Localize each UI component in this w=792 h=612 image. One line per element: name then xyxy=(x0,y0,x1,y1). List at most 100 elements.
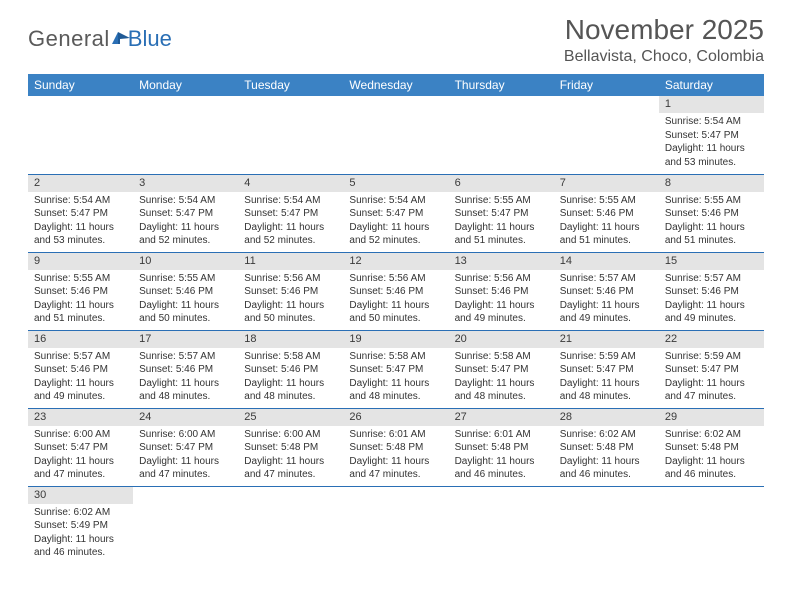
calendar-day-cell: 2Sunrise: 5:54 AMSunset: 5:47 PMDaylight… xyxy=(28,174,133,252)
sunset-text: Sunset: 5:46 PM xyxy=(34,363,127,377)
day-number: 30 xyxy=(28,487,133,504)
day-number: 16 xyxy=(28,331,133,348)
calendar-day-cell xyxy=(133,486,238,564)
daylight-text: Daylight: 11 hours and 53 minutes. xyxy=(34,221,127,248)
daylight-text: Daylight: 11 hours and 50 minutes. xyxy=(349,299,442,326)
weekday-heading: Saturday xyxy=(659,74,764,96)
day-info: Sunrise: 5:55 AMSunset: 5:47 PMDaylight:… xyxy=(449,192,554,250)
day-info: Sunrise: 5:54 AMSunset: 5:47 PMDaylight:… xyxy=(238,192,343,250)
day-info: Sunrise: 5:58 AMSunset: 5:47 PMDaylight:… xyxy=(449,348,554,406)
sunset-text: Sunset: 5:46 PM xyxy=(34,285,127,299)
daylight-text: Daylight: 11 hours and 49 minutes. xyxy=(455,299,548,326)
calendar-day-cell: 14Sunrise: 5:57 AMSunset: 5:46 PMDayligh… xyxy=(554,252,659,330)
day-number: 5 xyxy=(343,175,448,192)
sunrise-text: Sunrise: 5:55 AM xyxy=(139,272,232,286)
daylight-text: Daylight: 11 hours and 47 minutes. xyxy=(244,455,337,482)
daylight-text: Daylight: 11 hours and 49 minutes. xyxy=(665,299,758,326)
sunrise-text: Sunrise: 5:56 AM xyxy=(349,272,442,286)
day-info: Sunrise: 5:54 AMSunset: 5:47 PMDaylight:… xyxy=(343,192,448,250)
sunset-text: Sunset: 5:47 PM xyxy=(139,441,232,455)
day-info: Sunrise: 5:54 AMSunset: 5:47 PMDaylight:… xyxy=(133,192,238,250)
sunset-text: Sunset: 5:46 PM xyxy=(244,363,337,377)
day-number: 6 xyxy=(449,175,554,192)
sunrise-text: Sunrise: 6:01 AM xyxy=(349,428,442,442)
day-info: Sunrise: 5:58 AMSunset: 5:47 PMDaylight:… xyxy=(343,348,448,406)
daylight-text: Daylight: 11 hours and 51 minutes. xyxy=(34,299,127,326)
sunrise-text: Sunrise: 6:02 AM xyxy=(665,428,758,442)
day-info: Sunrise: 5:55 AMSunset: 5:46 PMDaylight:… xyxy=(554,192,659,250)
calendar-table: Sunday Monday Tuesday Wednesday Thursday… xyxy=(28,74,764,564)
sunrise-text: Sunrise: 5:54 AM xyxy=(139,194,232,208)
sunrise-text: Sunrise: 5:58 AM xyxy=(349,350,442,364)
sunrise-text: Sunrise: 5:54 AM xyxy=(665,115,758,129)
calendar-day-cell: 1Sunrise: 5:54 AMSunset: 5:47 PMDaylight… xyxy=(659,96,764,174)
calendar-day-cell xyxy=(449,96,554,174)
weekday-heading: Monday xyxy=(133,74,238,96)
sunset-text: Sunset: 5:48 PM xyxy=(665,441,758,455)
sunrise-text: Sunrise: 5:57 AM xyxy=(34,350,127,364)
sunrise-text: Sunrise: 5:56 AM xyxy=(244,272,337,286)
daylight-text: Daylight: 11 hours and 47 minutes. xyxy=(139,455,232,482)
day-number: 29 xyxy=(659,409,764,426)
sunset-text: Sunset: 5:48 PM xyxy=(560,441,653,455)
calendar-day-cell xyxy=(343,96,448,174)
daylight-text: Daylight: 11 hours and 48 minutes. xyxy=(560,377,653,404)
day-info: Sunrise: 6:02 AMSunset: 5:48 PMDaylight:… xyxy=(659,426,764,484)
calendar-day-cell: 5Sunrise: 5:54 AMSunset: 5:47 PMDaylight… xyxy=(343,174,448,252)
day-info: Sunrise: 5:57 AMSunset: 5:46 PMDaylight:… xyxy=(659,270,764,328)
calendar-day-cell: 27Sunrise: 6:01 AMSunset: 5:48 PMDayligh… xyxy=(449,408,554,486)
sunset-text: Sunset: 5:47 PM xyxy=(34,207,127,221)
sunrise-text: Sunrise: 5:55 AM xyxy=(455,194,548,208)
calendar-day-cell: 15Sunrise: 5:57 AMSunset: 5:46 PMDayligh… xyxy=(659,252,764,330)
daylight-text: Daylight: 11 hours and 51 minutes. xyxy=(665,221,758,248)
calendar-day-cell: 9 Sunrise: 5:55 AMSunset: 5:46 PMDaylight… xyxy=(28,252,133,330)
calendar-day-cell: 16Sunrise: 5:57 AMSunset: 5:46 PMDayligh… xyxy=(28,330,133,408)
day-info: Sunrise: 5:56 AMSunset: 5:46 PMDaylight:… xyxy=(343,270,448,328)
calendar-week-row: 30Sunrise: 6:02 AMSunset: 5:49 PMDayligh… xyxy=(28,486,764,564)
sunrise-text: Sunrise: 5:55 AM xyxy=(34,272,127,286)
sunrise-text: Sunrise: 5:57 AM xyxy=(665,272,758,286)
day-number: 22 xyxy=(659,331,764,348)
calendar-day-cell xyxy=(554,96,659,174)
day-info: Sunrise: 5:55 AMSunset: 5:46 PMDaylight:… xyxy=(133,270,238,328)
sunrise-text: Sunrise: 6:01 AM xyxy=(455,428,548,442)
calendar-day-cell: 19Sunrise: 5:58 AMSunset: 5:47 PMDayligh… xyxy=(343,330,448,408)
day-info: Sunrise: 5:55 AMSunset: 5:46 PMDaylight:… xyxy=(659,192,764,250)
sunrise-text: Sunrise: 5:58 AM xyxy=(455,350,548,364)
day-number: 9 xyxy=(28,253,133,270)
day-number: 19 xyxy=(343,331,448,348)
sunset-text: Sunset: 5:47 PM xyxy=(244,207,337,221)
day-number: 26 xyxy=(343,409,448,426)
daylight-text: Daylight: 11 hours and 47 minutes. xyxy=(34,455,127,482)
calendar-day-cell: 6Sunrise: 5:55 AMSunset: 5:47 PMDaylight… xyxy=(449,174,554,252)
day-number: 25 xyxy=(238,409,343,426)
sunrise-text: Sunrise: 6:02 AM xyxy=(560,428,653,442)
day-info: Sunrise: 6:02 AMSunset: 5:49 PMDaylight:… xyxy=(28,504,133,562)
calendar-day-cell: 28Sunrise: 6:02 AMSunset: 5:48 PMDayligh… xyxy=(554,408,659,486)
calendar-day-cell: 26Sunrise: 6:01 AMSunset: 5:48 PMDayligh… xyxy=(343,408,448,486)
calendar-week-row: 16Sunrise: 5:57 AMSunset: 5:46 PMDayligh… xyxy=(28,330,764,408)
daylight-text: Daylight: 11 hours and 46 minutes. xyxy=(665,455,758,482)
calendar-day-cell: 8Sunrise: 5:55 AMSunset: 5:46 PMDaylight… xyxy=(659,174,764,252)
daylight-text: Daylight: 11 hours and 52 minutes. xyxy=(349,221,442,248)
calendar-day-cell: 18Sunrise: 5:58 AMSunset: 5:46 PMDayligh… xyxy=(238,330,343,408)
calendar-day-cell: 23Sunrise: 6:00 AMSunset: 5:47 PMDayligh… xyxy=(28,408,133,486)
day-info: Sunrise: 5:57 AMSunset: 5:46 PMDaylight:… xyxy=(133,348,238,406)
sunrise-text: Sunrise: 5:59 AM xyxy=(665,350,758,364)
day-info: Sunrise: 5:57 AMSunset: 5:46 PMDaylight:… xyxy=(554,270,659,328)
location-text: Bellavista, Choco, Colombia xyxy=(564,48,764,66)
calendar-day-cell: 24Sunrise: 6:00 AMSunset: 5:47 PMDayligh… xyxy=(133,408,238,486)
daylight-text: Daylight: 11 hours and 46 minutes. xyxy=(455,455,548,482)
daylight-text: Daylight: 11 hours and 48 minutes. xyxy=(349,377,442,404)
weekday-heading: Tuesday xyxy=(238,74,343,96)
calendar-header-row: Sunday Monday Tuesday Wednesday Thursday… xyxy=(28,74,764,96)
calendar-week-row: 2Sunrise: 5:54 AMSunset: 5:47 PMDaylight… xyxy=(28,174,764,252)
sunset-text: Sunset: 5:47 PM xyxy=(455,207,548,221)
sunrise-text: Sunrise: 5:57 AM xyxy=(560,272,653,286)
sunset-text: Sunset: 5:46 PM xyxy=(349,285,442,299)
day-number: 21 xyxy=(554,331,659,348)
daylight-text: Daylight: 11 hours and 51 minutes. xyxy=(560,221,653,248)
daylight-text: Daylight: 11 hours and 47 minutes. xyxy=(665,377,758,404)
day-info: Sunrise: 6:00 AMSunset: 5:47 PMDaylight:… xyxy=(28,426,133,484)
sunset-text: Sunset: 5:47 PM xyxy=(139,207,232,221)
